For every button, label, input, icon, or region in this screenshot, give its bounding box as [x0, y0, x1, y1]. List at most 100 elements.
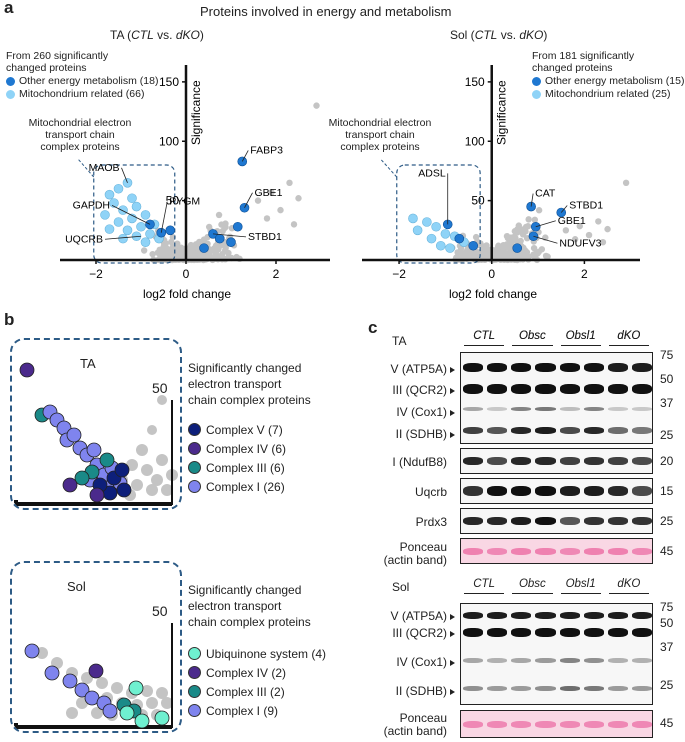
blot-band	[535, 658, 556, 663]
blot-band	[559, 427, 580, 434]
sol-legend: From 181 significantly changed proteins …	[532, 50, 685, 100]
other-energy-point	[199, 243, 209, 253]
background-point	[290, 221, 298, 228]
gene-label: GBE1	[255, 187, 283, 199]
blot-band	[511, 363, 532, 372]
sol-blot-ponceau	[460, 710, 653, 738]
background-point	[521, 247, 529, 254]
lane-group-label: Obsc	[518, 330, 546, 342]
lane-group-underline	[608, 345, 649, 346]
blot-band	[487, 658, 508, 663]
sol-row-ponceau: Ponceau (actin band)	[383, 711, 447, 738]
gene-leader-line	[244, 192, 253, 208]
y-tick-label: 50	[166, 194, 180, 208]
lane-group-label: Obsc	[518, 578, 546, 590]
gene-leader-line	[121, 167, 128, 183]
mito-point	[127, 193, 137, 204]
ta-mw-37: 37	[660, 396, 674, 410]
sol-mw-45: 45	[660, 716, 674, 730]
sol-complex-legend: Significantly changed electron transport…	[188, 583, 327, 718]
y-axis-label: Significance	[189, 80, 203, 145]
other-energy-point	[214, 233, 225, 244]
blot-band	[511, 427, 532, 434]
blot-band	[511, 486, 532, 496]
blot-band	[487, 457, 508, 465]
lane-group-label: Obsl1	[565, 330, 596, 342]
mito-point	[445, 243, 455, 253]
ta-row-sdhb: II (SDHB)	[395, 427, 447, 441]
blot-band	[535, 686, 556, 691]
background-point	[595, 218, 602, 225]
background-point	[286, 179, 293, 187]
complex-iii-swatch	[188, 461, 201, 474]
lane-group-underline	[512, 345, 553, 346]
background-point	[517, 237, 524, 245]
blot-band	[463, 363, 484, 372]
complex-i-swatch	[188, 480, 201, 493]
background-point	[562, 227, 570, 234]
ta-blot-uqcrb	[460, 478, 653, 504]
background-point	[263, 215, 271, 222]
blot-band	[583, 686, 604, 691]
background-point	[222, 244, 229, 252]
blot-band	[535, 517, 556, 525]
background-point	[160, 246, 168, 253]
y-tick-label: 150	[159, 75, 179, 89]
blot-band	[607, 686, 628, 691]
mito-point	[140, 237, 151, 247]
blot-band	[631, 686, 652, 691]
blot-band	[631, 407, 652, 411]
x-tick-label: 2	[581, 267, 588, 281]
sol-arrow-atp5a	[450, 614, 455, 620]
sol-row-cox1: IV (Cox1)	[396, 655, 447, 669]
blot-band	[631, 658, 652, 663]
ta-blot-tissue: TA	[392, 334, 407, 348]
blot-band	[631, 486, 652, 496]
panel-a-letter: a	[4, 0, 14, 17]
blot-band	[631, 427, 652, 434]
blot-band	[559, 517, 580, 525]
sol-row-atp5a: V (ATP5A)	[390, 609, 447, 623]
mito-point	[104, 189, 115, 200]
y-axis-label: Significance	[495, 80, 509, 145]
background-point	[524, 223, 532, 230]
ta-arrow-cox1	[450, 410, 455, 416]
other-energy-point	[226, 237, 236, 247]
blot-band	[535, 363, 556, 372]
blot-band	[607, 457, 628, 465]
lane-group-label: CTL	[473, 330, 495, 342]
background-point	[480, 243, 488, 250]
background-point	[221, 224, 228, 232]
x-tick-label: −2	[89, 267, 103, 281]
background-point	[505, 235, 513, 243]
other-energy-swatch	[6, 76, 15, 86]
mito-swatch	[532, 89, 541, 99]
mito-point	[131, 201, 142, 212]
blot-band	[559, 486, 580, 496]
other-energy-point	[454, 233, 465, 244]
lane-group-label: Obsl1	[565, 330, 596, 342]
blot-band	[583, 548, 604, 555]
background-point	[514, 229, 521, 236]
blot-band	[631, 457, 652, 465]
blot-band	[631, 628, 652, 637]
lane-group-label: Obsc	[518, 330, 546, 342]
blot-band	[511, 457, 532, 465]
blot-band	[559, 548, 580, 555]
lane-group-label: dKO	[617, 330, 641, 342]
background-point	[268, 189, 275, 196]
blot-band	[583, 721, 604, 728]
mito-point	[118, 233, 128, 244]
gene-label: PYGM	[169, 196, 200, 208]
panel-b-letter: b	[4, 310, 15, 329]
gene-leader-line	[535, 220, 556, 228]
mito-point	[426, 233, 437, 244]
ta-blot-ponceau	[460, 538, 653, 564]
ta-volcano-title: TA (CTL vs. dKO)	[110, 28, 204, 42]
blot-band	[559, 686, 580, 691]
sol-inset-tick: 50	[152, 603, 168, 619]
background-point	[535, 248, 542, 256]
blot-band	[487, 486, 508, 496]
ta-row-uqcrb: Uqcrb	[414, 485, 447, 499]
sol-volcano-title: Sol (CTL vs. dKO)	[450, 28, 548, 42]
